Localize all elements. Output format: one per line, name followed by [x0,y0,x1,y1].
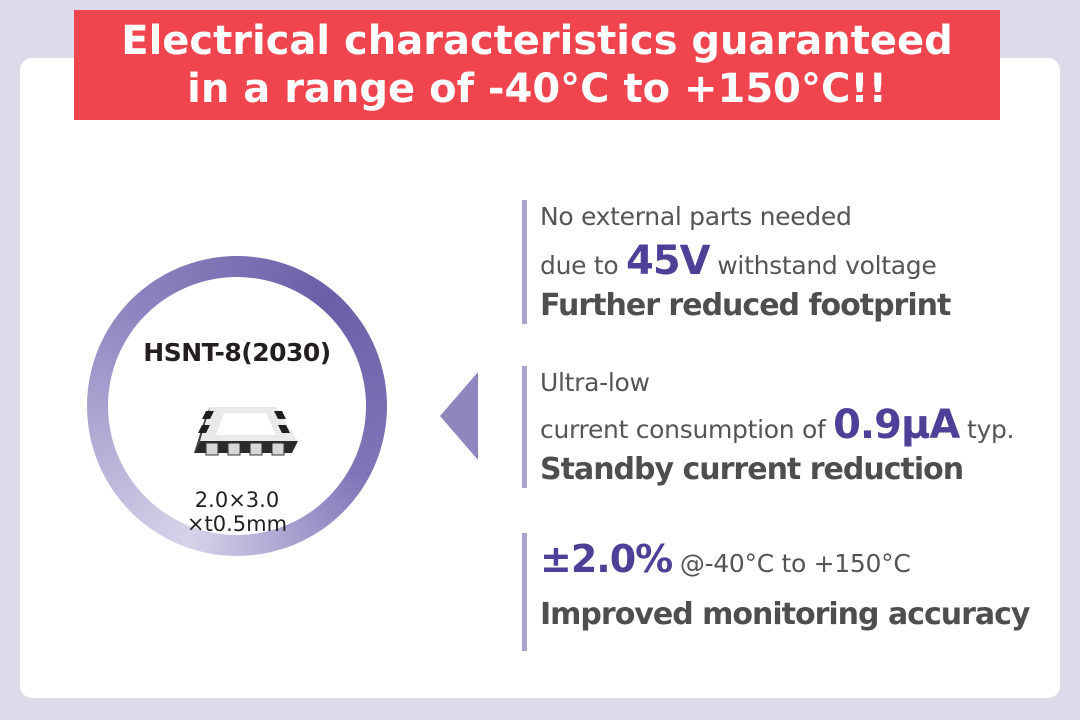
feature-3-benefit: Improved monitoring accuracy [540,597,1030,632]
feature-1-prefix: due to [540,251,626,280]
package-ring: HSNT-8(2030) 2.0×3.0 ×t0.5mm [87,256,387,556]
feature-3-suffix: @-40°C to +150°C [672,549,911,578]
feature-current: Ultra-low current consumption of 0.9μA t… [522,366,1080,488]
feature-2-line-1: Ultra-low [540,368,650,397]
feature-1-suffix: withstand voltage [709,251,937,280]
feature-voltage: No external parts needed due to 45V with… [522,200,1080,324]
feature-1-highlight: 45V [626,238,711,284]
feature-accuracy: ±2.0% @-40°C to +150°C Improved monitori… [522,533,1080,651]
feature-1-line-1: No external parts needed [540,202,852,231]
feature-2-benefit: Standby current reduction [540,452,964,487]
package-name: HSNT-8(2030) [143,338,331,367]
headline-line-2: in a range of -40°C to +150°C!! [187,66,887,112]
feature-2-line-2: current consumption of 0.9μA typ. [540,402,1015,448]
feature-1-line-2: due to 45V withstand voltage [540,238,937,284]
package-ring-inner [108,277,366,535]
feature-2-prefix: current consumption of [540,415,834,444]
dimensions-line-1: 2.0×3.0 [194,488,280,512]
headline-line-1: Electrical characteristics guaranteed [121,18,953,64]
package-dimensions: 2.0×3.0 ×t0.5mm [87,488,387,536]
feature-3-highlight: ±2.0% [540,537,673,581]
dimensions-line-2: ×t0.5mm [186,512,288,536]
feature-3-line-1: ±2.0% @-40°C to +150°C [540,537,911,581]
headline-banner: Electrical characteristics guaranteed in… [74,10,1000,120]
feature-2-suffix: typ. [959,415,1015,444]
pointer-arrow [440,372,478,460]
ic-chip-icon [194,407,298,456]
feature-1-benefit: Further reduced footprint [540,288,951,323]
feature-2-highlight: 0.9μA [833,402,960,448]
